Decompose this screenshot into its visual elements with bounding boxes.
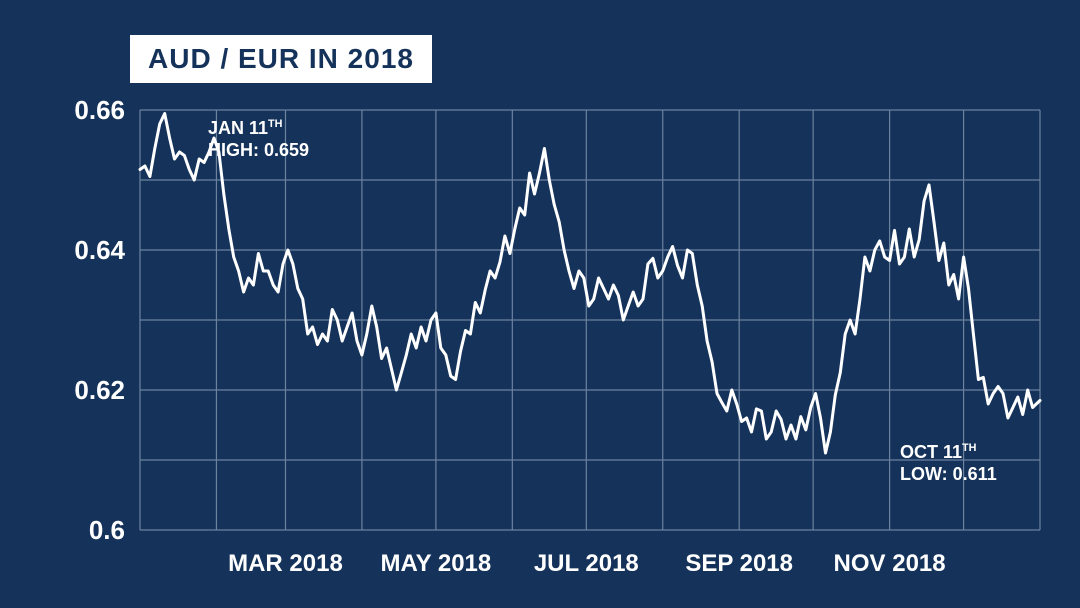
currency-chart: AUD / EUR IN 2018 0.60.620.640.66MAR 201… [0,0,1080,608]
y-axis-label: 0.64 [0,235,125,266]
x-axis-label: NOV 2018 [834,550,946,578]
chart-line-series [0,0,1080,608]
y-axis-label: 0.6 [0,515,125,546]
y-axis-label: 0.62 [0,375,125,406]
x-axis-label: JUL 2018 [534,550,639,578]
annotation-low: OCT 11THLOW: 0.611 [900,442,997,485]
y-axis-label: 0.66 [0,95,125,126]
annotation-high: JAN 11THHIGH: 0.659 [208,118,309,161]
x-axis-label: SEP 2018 [685,550,793,578]
x-axis-label: MAY 2018 [380,550,491,578]
x-axis-label: MAR 2018 [228,550,343,578]
